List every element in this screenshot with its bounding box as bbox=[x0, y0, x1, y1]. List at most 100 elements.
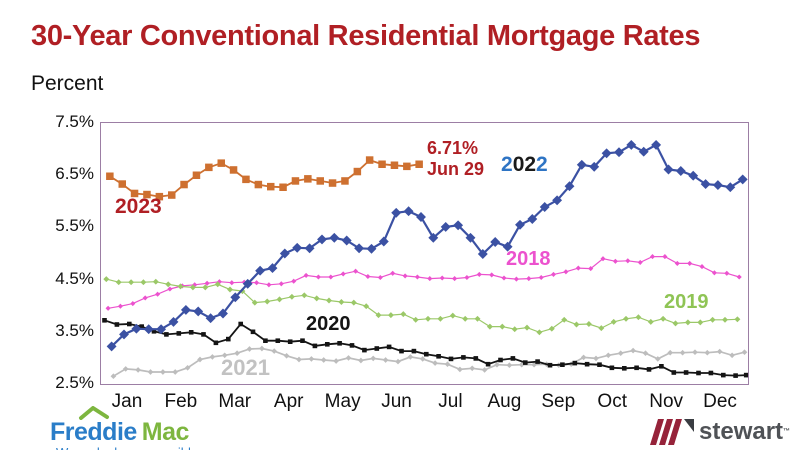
marker-2019 bbox=[425, 315, 431, 322]
marker-2018 bbox=[674, 260, 680, 266]
marker-2019 bbox=[635, 314, 642, 321]
marker-2019 bbox=[152, 278, 159, 285]
series-line-2021 bbox=[112, 347, 745, 377]
marker-2022 bbox=[168, 316, 179, 327]
marker-2018 bbox=[439, 275, 445, 281]
plot-area bbox=[100, 122, 749, 385]
marker-2018 bbox=[476, 271, 482, 277]
marker-2020 bbox=[325, 342, 330, 347]
marker-2018 bbox=[550, 271, 557, 277]
marker-2020 bbox=[609, 365, 615, 371]
x-axis-month-label: Aug bbox=[487, 391, 522, 412]
marker-2021 bbox=[283, 352, 290, 359]
y-axis-tick-label: 2.5% bbox=[55, 373, 94, 392]
marker-2022 bbox=[292, 242, 303, 253]
marker-2018 bbox=[105, 305, 111, 311]
marker-2019 bbox=[103, 276, 110, 283]
marker-2022 bbox=[143, 324, 154, 335]
marker-2022 bbox=[576, 159, 587, 170]
marker-2019 bbox=[412, 316, 419, 323]
marker-2021 bbox=[481, 367, 488, 373]
marker-2019 bbox=[548, 325, 555, 332]
x-axis-month-label: Apr bbox=[273, 391, 304, 412]
marker-2018 bbox=[303, 272, 309, 278]
marker-2022 bbox=[490, 237, 501, 247]
marker-2020 bbox=[424, 351, 429, 357]
marker-2022 bbox=[193, 306, 204, 317]
marker-2018 bbox=[402, 273, 408, 279]
marker-2022 bbox=[391, 207, 402, 218]
marker-2019 bbox=[227, 286, 233, 293]
marker-2020 bbox=[188, 330, 194, 335]
marker-2022 bbox=[416, 212, 426, 222]
marker-2020 bbox=[312, 343, 318, 349]
marker-2020 bbox=[535, 359, 540, 364]
marker-2018 bbox=[452, 276, 458, 282]
marker-2020 bbox=[733, 373, 738, 378]
marker-2020 bbox=[498, 357, 503, 363]
marker-2019 bbox=[561, 316, 568, 323]
y-axis-unit-label: Percent bbox=[31, 72, 104, 95]
x-axis-month-label: May bbox=[324, 391, 361, 412]
marker-2020 bbox=[485, 361, 491, 367]
marker-2023 bbox=[205, 163, 213, 172]
x-axis-month-label: Feb bbox=[164, 391, 198, 412]
marker-2022 bbox=[725, 182, 736, 193]
marker-2020 bbox=[275, 338, 281, 343]
marker-2019 bbox=[313, 295, 320, 302]
marker-2021 bbox=[147, 369, 154, 375]
marker-2023 bbox=[328, 179, 337, 187]
marker-2022 bbox=[502, 241, 513, 252]
marker-2018 bbox=[625, 258, 631, 264]
marker-2018 bbox=[142, 295, 148, 301]
marker-2018 bbox=[377, 274, 383, 281]
marker-2020 bbox=[362, 347, 367, 353]
marker-2021 bbox=[444, 361, 451, 368]
x-axis-month-label: Jan bbox=[111, 391, 143, 412]
marker-2021 bbox=[630, 347, 636, 354]
marker-2020 bbox=[374, 346, 380, 351]
marker-2023 bbox=[365, 156, 374, 164]
marker-2019 bbox=[585, 321, 592, 327]
marker-2021 bbox=[741, 349, 748, 356]
marker-2019 bbox=[437, 315, 444, 322]
marker-2022 bbox=[638, 146, 649, 157]
marker-2018 bbox=[315, 274, 321, 280]
marker-2022 bbox=[453, 220, 464, 231]
marker-2021 bbox=[395, 358, 401, 365]
marker-2020 bbox=[696, 370, 701, 376]
stewart-wordmark: stewart™ bbox=[699, 419, 790, 445]
marker-2020 bbox=[127, 321, 132, 327]
marker-2022 bbox=[651, 139, 662, 150]
marker-2020 bbox=[634, 365, 639, 371]
marker-2021 bbox=[382, 357, 389, 363]
marker-2018 bbox=[501, 275, 507, 281]
series-label-2019: 2019 bbox=[664, 291, 709, 313]
marker-2023 bbox=[415, 160, 423, 168]
marker-2022 bbox=[675, 166, 686, 176]
marker-2020 bbox=[201, 332, 206, 337]
series-line-2022 bbox=[110, 143, 744, 348]
marker-2020 bbox=[523, 360, 528, 365]
marker-2019 bbox=[672, 320, 679, 327]
stewart-text: stewart bbox=[699, 418, 784, 445]
marker-2018 bbox=[266, 282, 272, 288]
marker-2021 bbox=[246, 346, 253, 352]
marker-2018 bbox=[687, 260, 693, 266]
marker-2022 bbox=[242, 278, 253, 289]
marker-2023 bbox=[353, 167, 362, 176]
marker-2018 bbox=[229, 280, 235, 286]
marker-2022 bbox=[255, 265, 266, 276]
marker-2023 bbox=[378, 160, 386, 168]
marker-2021 bbox=[197, 356, 203, 363]
marker-2021 bbox=[209, 354, 216, 360]
marker-2018 bbox=[612, 258, 618, 264]
marker-2020 bbox=[213, 340, 219, 346]
marker-2021 bbox=[605, 352, 612, 359]
marker-2018 bbox=[538, 274, 544, 281]
marker-2021 bbox=[593, 355, 599, 362]
marker-2021 bbox=[667, 349, 674, 356]
marker-2018 bbox=[736, 274, 742, 280]
marker-2018 bbox=[489, 272, 495, 278]
marker-2020 bbox=[560, 362, 565, 367]
